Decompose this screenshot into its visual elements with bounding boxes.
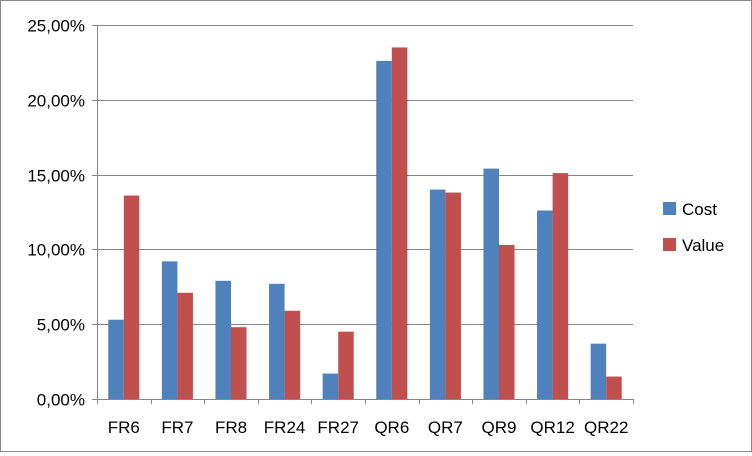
legend-swatch-value [663,238,676,251]
axes: 0,00% 5,00% 10,00% 15,00% 20,00% 25,00% FR6 FR7… [27,17,634,437]
bar-value-fr27 [338,331,354,399]
x-tick-label: QR6 [374,418,409,437]
bar-value-qr6 [391,47,408,399]
bar-value-qr22 [606,376,622,399]
bar-value-qr9 [499,244,515,399]
bar-cost-qr9 [483,168,499,399]
bars [108,47,622,400]
legend-label-value: Value [682,236,724,255]
y-tick-label: 5,00% [37,316,85,335]
y-tick-label: 10,00% [27,241,85,260]
bar-cost-fr8 [215,280,231,399]
x-tick-label: FR6 [108,418,140,437]
y-tick-label: 20,00% [27,92,85,111]
bar-value-qr7 [445,192,461,399]
bar-cost-fr6 [108,319,124,399]
legend-label-cost: Cost [682,200,717,219]
legend-swatch-cost [663,202,676,215]
bar-cost-qr7 [429,189,446,399]
bar-value-fr7 [177,292,193,399]
y-tick-label: 0,00% [37,391,85,410]
bar-cost-qr12 [537,210,553,399]
x-tick-label: QR9 [482,418,517,437]
bar-value-fr6 [123,195,140,399]
bar-cost-qr6 [376,60,392,400]
x-tick-label: QR12 [530,418,574,437]
bar-cost-qr22 [590,343,607,399]
y-tick-label: 25,00% [27,17,85,36]
x-tick-label: QR22 [584,418,628,437]
legend: Cost Value [663,200,724,255]
bar-value-fr8 [231,327,247,399]
x-tick-label: FR27 [317,418,359,437]
x-tick-label: QR7 [428,418,463,437]
bar-cost-fr24 [269,283,285,399]
bar-cost-fr27 [322,373,339,399]
x-tick-label: FR7 [161,418,193,437]
x-tick-label: FR8 [215,418,247,437]
x-tick-label: FR24 [264,418,306,437]
bar-value-qr12 [552,173,569,399]
y-tick-label: 15,00% [27,167,85,186]
bar-cost-fr7 [161,261,178,399]
bar-value-fr24 [284,310,301,399]
